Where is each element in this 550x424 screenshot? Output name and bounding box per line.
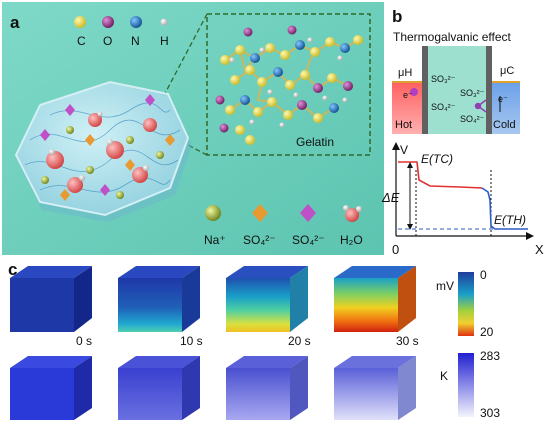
y-axis-arrow-icon: [392, 142, 400, 150]
electrolyte-region: [428, 46, 486, 134]
mu-cold-label: μC: [500, 65, 514, 77]
ion-right-bottom: SO₄²⁻: [460, 114, 485, 124]
panel-b-letter: b: [392, 7, 402, 26]
time-label-30s: 30 s: [396, 334, 419, 348]
species-label-so4-orange: SO₄²⁻: [243, 233, 276, 247]
blue-potential-curve: [481, 187, 528, 230]
voltage-cube-20s: [226, 266, 308, 332]
voltage-colorbar-min: 0: [480, 268, 487, 282]
x-axis-label: X: [535, 242, 544, 257]
orange-diamond-icon: [252, 204, 268, 222]
delta-e-arrow-down-icon: [407, 224, 413, 230]
electron-label-right: e⁻: [498, 94, 508, 104]
temperature-colorbar-min: 283: [480, 349, 500, 363]
voltage-colorbar-max: 20: [480, 325, 494, 339]
panel-b-title: Thermogalvanic effect: [393, 30, 512, 44]
panel-c: c 0 s 10 s 20 s 30 s mV 0 20: [8, 260, 500, 420]
temperature-colorbar-unit: K: [440, 369, 448, 383]
hydrogen-atom-icon: [160, 18, 168, 26]
time-label-0s: 0 s: [76, 334, 92, 348]
gelatin-zoom-box: [206, 13, 371, 156]
carbon-atom-icon: [74, 16, 86, 28]
panel-c-letter: c: [8, 260, 17, 279]
cold-electrode: [492, 82, 520, 134]
left-current-collector: [422, 46, 428, 134]
atom-legend: C O N H: [74, 16, 169, 48]
x-axis-arrow-icon: [526, 232, 534, 240]
voltage-cube-10s: [118, 266, 200, 332]
panel-a: a C O N H: [2, 2, 384, 255]
temperature-colorbar: [458, 353, 474, 417]
ion-left-bottom: SO₄²⁻: [431, 102, 456, 112]
right-current-collector: [486, 46, 492, 134]
panel-b: b Thermogalvanic effect μH μC Hot Cold e…: [381, 7, 544, 257]
gelatin-atoms: [215, 25, 363, 145]
e-tc-label: E(TC): [421, 152, 453, 166]
oxygen-atom-icon: [102, 16, 114, 28]
time-label-10s: 10 s: [180, 334, 203, 348]
species-legend: Na⁺ SO₄²⁻ SO₄²⁻ H₂O: [204, 204, 363, 247]
voltage-colorbar: [458, 272, 474, 336]
ion-left-top: SO₃²⁻: [431, 74, 456, 84]
voltage-cube-30s: [334, 266, 416, 332]
electron-label-left: e⁻: [403, 90, 413, 100]
panel-a-letter: a: [10, 13, 20, 32]
species-label-so4-purple: SO₄²⁻: [292, 233, 325, 247]
nitrogen-atom-icon: [130, 16, 142, 28]
water-molecule-icon: [343, 205, 362, 222]
temperature-cube-10s: [118, 356, 200, 420]
ion-right-top: SO₃²⁻: [460, 88, 485, 98]
atom-label-o: O: [103, 34, 112, 48]
electron-dot-left: [410, 88, 418, 96]
cold-label: Cold: [493, 119, 516, 131]
origin-label: 0: [392, 242, 399, 257]
temperature-cube-0s: [10, 356, 92, 420]
temperature-cube-30s: [334, 356, 416, 420]
mu-hot-label: μH: [398, 67, 412, 79]
atom-label-h: H: [160, 34, 169, 48]
purple-diamond-icon: [300, 204, 316, 222]
gelatin-label: Gelatin: [296, 135, 334, 149]
hot-label: Hot: [395, 119, 412, 131]
temperature-cube-20s: [226, 356, 308, 420]
e-th-label: E(TH): [494, 213, 526, 227]
delta-e-label: ΔE: [381, 190, 400, 205]
voltage-colorbar-unit: mV: [436, 279, 454, 293]
atom-label-n: N: [131, 34, 140, 48]
temperature-colorbar-max: 303: [480, 406, 500, 420]
delta-e-arrow-up-icon: [407, 162, 413, 168]
atom-label-c: C: [77, 34, 86, 48]
sodium-ion-icon: [205, 205, 221, 221]
species-label-water: H₂O: [340, 233, 363, 247]
species-label-na: Na⁺: [204, 233, 226, 247]
red-potential-curve: [398, 161, 483, 189]
hydrogel-block: [14, 80, 192, 222]
voltage-cube-0s: [10, 266, 92, 332]
time-label-20s: 20 s: [288, 334, 311, 348]
potential-plot: V X 0 ΔE E(TC) E(TH): [381, 142, 544, 257]
y-axis-label: V: [400, 143, 408, 157]
sulfate-bond-icon: [474, 99, 487, 113]
